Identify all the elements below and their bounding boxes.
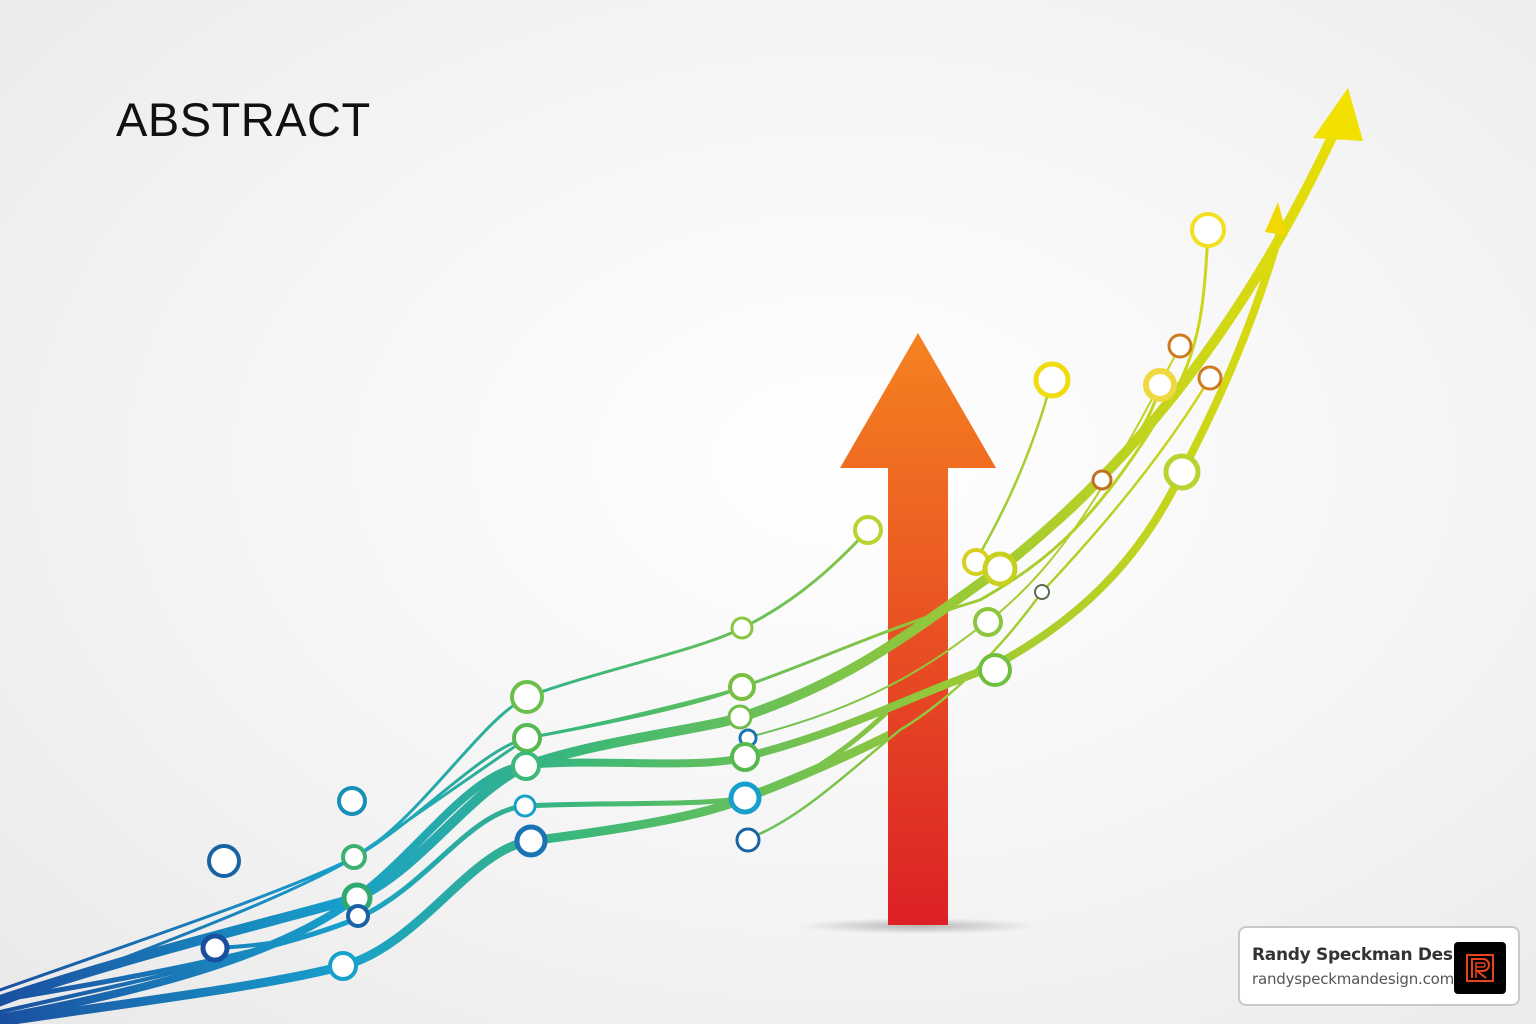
- page-heading: ABSTRACT: [116, 93, 371, 146]
- data-point-marker: [1091, 469, 1113, 491]
- data-point-marker: [207, 844, 241, 878]
- data-point-marker: [514, 824, 548, 858]
- data-point-marker: [730, 742, 760, 772]
- trend-line: [973, 378, 1054, 564]
- data-point-marker: [1197, 365, 1223, 391]
- yellow-arrowhead: [1265, 202, 1287, 236]
- data-point-marker: [346, 904, 370, 928]
- data-point-marker: [337, 786, 367, 816]
- data-point-marker: [200, 933, 230, 963]
- data-point-marker: [1143, 368, 1177, 402]
- trend-line: [353, 685, 747, 859]
- trend-line: [0, 528, 870, 992]
- data-point-marker: [978, 653, 1012, 687]
- data-point-marker: [728, 781, 762, 815]
- data-point-marker: [510, 680, 544, 714]
- brand-name: Randy Speckman Design: [1252, 945, 1482, 965]
- trend-line: [0, 677, 923, 1003]
- data-point-marker: [328, 951, 358, 981]
- data-point-marker: [1167, 333, 1193, 359]
- brand-url[interactable]: randyspeckmandesign.com: [1252, 970, 1455, 988]
- arrow-shadow: [798, 918, 1038, 934]
- data-point-marker: [982, 551, 1018, 587]
- data-point-marker: [727, 704, 753, 730]
- data-point-marker: [728, 673, 756, 701]
- data-point-marker: [341, 844, 367, 870]
- trend-line: [0, 221, 1286, 1022]
- data-point-marker: [735, 827, 761, 853]
- brand-badge[interactable]: Randy Speckman Design randyspeckmandesig…: [1238, 926, 1520, 1006]
- data-point-marker: [973, 607, 1003, 637]
- data-point-marker: [511, 751, 541, 781]
- trend-line: [0, 115, 1345, 1005]
- yellow-arrowhead: [1313, 88, 1363, 141]
- data-point-marker: [1033, 361, 1071, 399]
- brand-logo-icon: [1454, 942, 1506, 994]
- data-point-marker: [730, 616, 754, 640]
- trend-line: [0, 228, 1210, 1007]
- data-point-marker: [513, 794, 537, 818]
- data-point-marker: [1190, 212, 1226, 248]
- data-point-marker: [1163, 453, 1201, 491]
- data-point-marker: [853, 515, 883, 545]
- trend-line: [998, 383, 1162, 571]
- data-point-marker: [512, 723, 542, 753]
- data-point-marker: [1034, 584, 1050, 600]
